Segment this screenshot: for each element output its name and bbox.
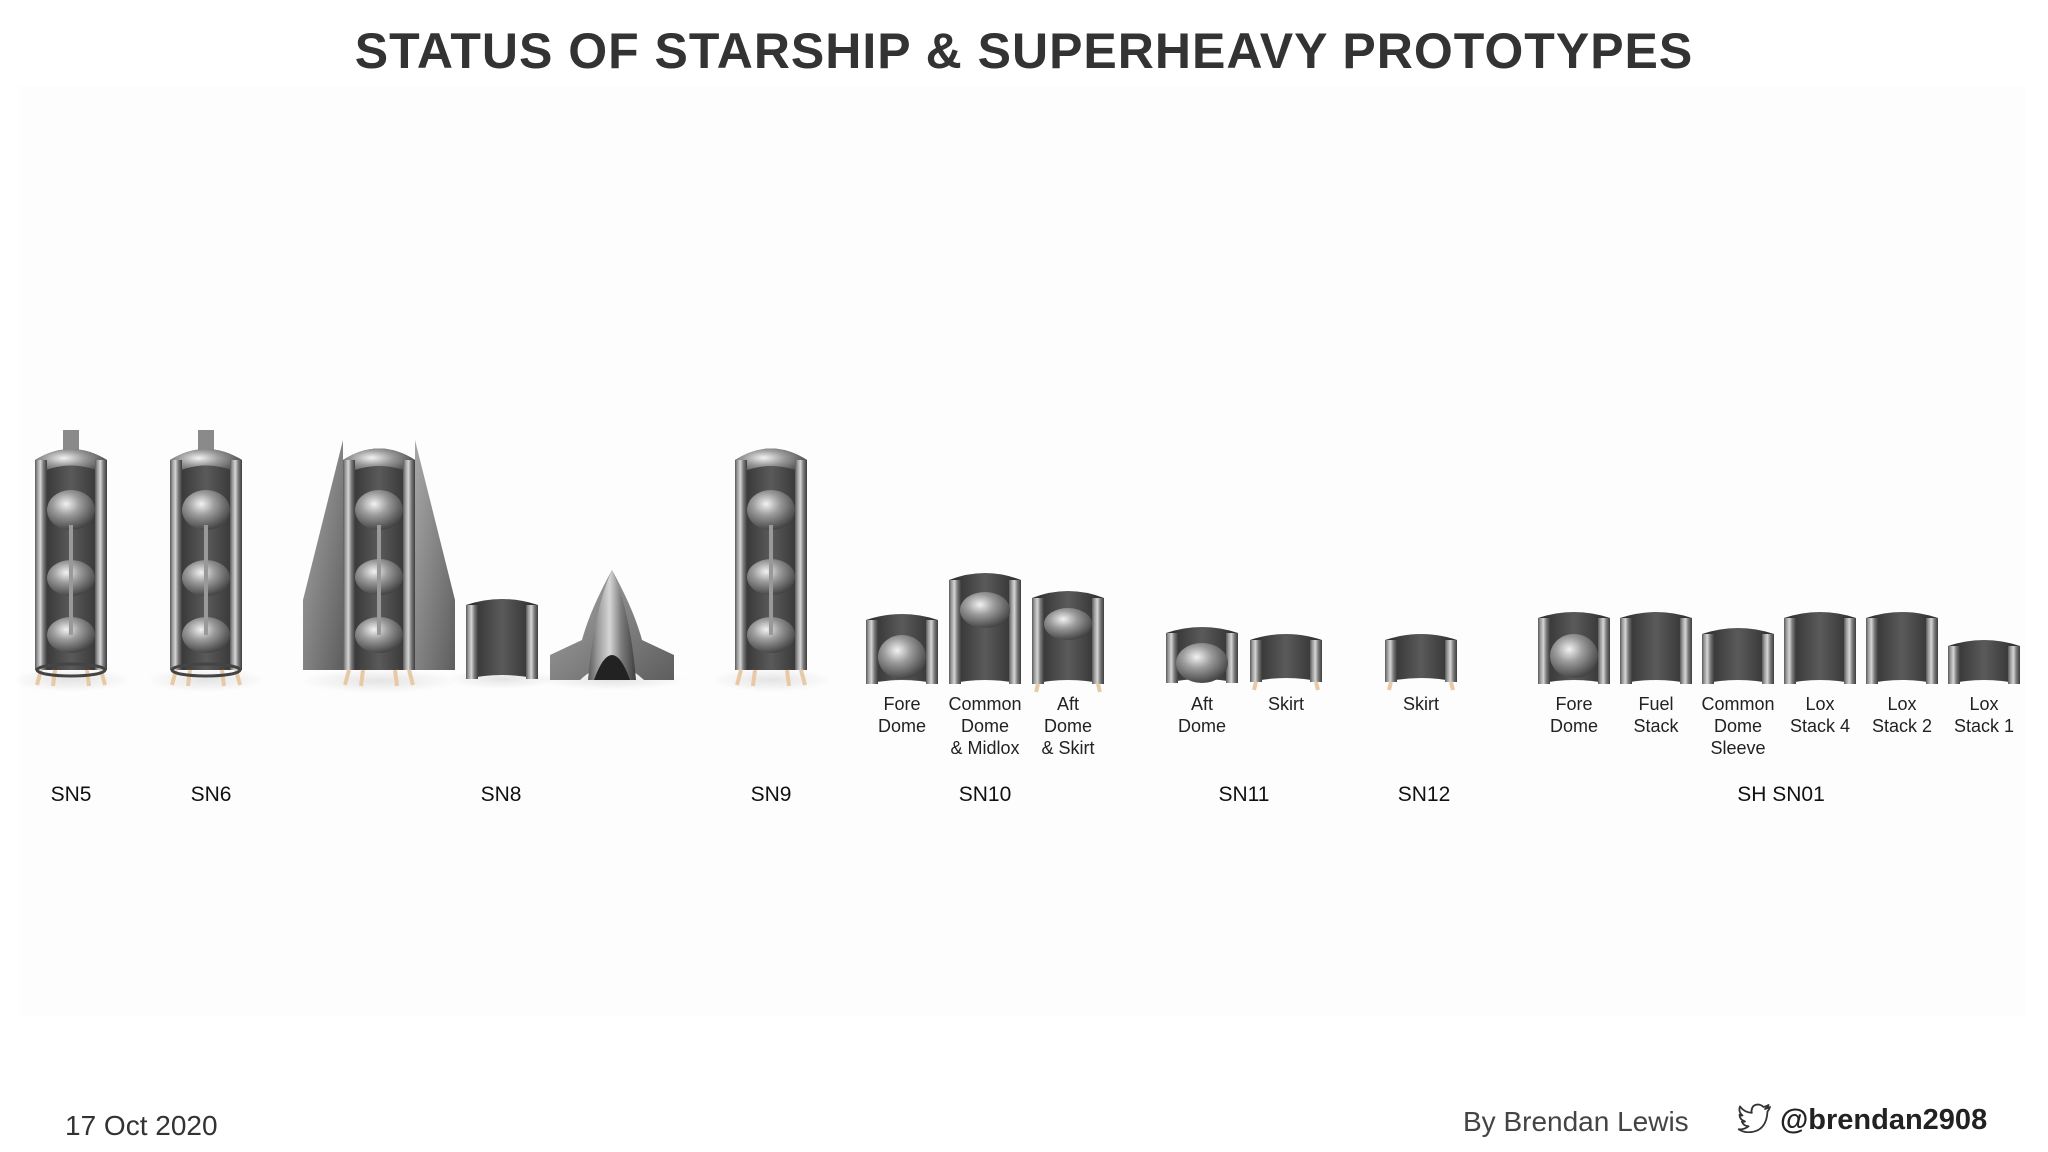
sn6-full-tank: [146, 430, 266, 692]
shsn01-common-dome-sleeve: [1702, 628, 1774, 684]
part-label-sn10-common-dome: Common Dome & Midlox: [948, 694, 1022, 758]
group-label-sn5: SN5: [50, 783, 92, 806]
group-label-sn11: SN11: [1218, 783, 1270, 806]
page-title: STATUS OF STARSHIP & SUPERHEAVY PROTOTYP…: [354, 23, 1694, 79]
shsn01-lox-stack-4: [1784, 612, 1856, 684]
sn8-full-tank-fins: [299, 440, 459, 693]
part-label-sn11-skirt: Skirt: [1268, 694, 1304, 714]
sn8-nosecone: [537, 570, 687, 690]
shsn01-lox-stack-1: [1948, 640, 2020, 684]
date-label: 17 Oct 2020: [65, 1110, 218, 1141]
part-label-sn11-aft-dome: Aft Dome: [1177, 694, 1227, 736]
sn5-full-tank: [11, 430, 131, 692]
sn11-aft-dome: [1166, 627, 1238, 683]
sn10-fore-dome: [866, 614, 938, 684]
twitter-attribution: @brendan2908: [1737, 1103, 1988, 1138]
sn10-common-dome-midlox: [949, 573, 1021, 684]
group-label-sn6: SN6: [190, 783, 232, 806]
sn8-ring: [447, 599, 557, 689]
shsn01-lox-stack-2: [1866, 612, 1938, 684]
part-label-shsn01-fore-dome: Fore Dome: [1549, 694, 1599, 736]
part-label-shsn01-lox-stack-1: Lox Stack 1: [1953, 694, 2015, 736]
part-label-sn12-skirt: Skirt: [1403, 694, 1439, 714]
sn9-full-tank: [711, 448, 831, 692]
part-label-sn10-fore-dome: Fore Dome: [877, 694, 927, 736]
part-label-shsn01-lox-stack-2: Lox Stack 2: [1871, 694, 1933, 736]
group-label-sn12: SN12: [1397, 783, 1451, 806]
twitter-handle[interactable]: @brendan2908: [1780, 1104, 1988, 1136]
part-label-shsn01-common-dome-sleeve: Common Dome Sleeve: [1701, 694, 1775, 758]
shsn01-fore-dome: [1538, 612, 1610, 684]
twitter-bird-icon: [1737, 1103, 1772, 1138]
group-label-sn8: SN8: [480, 783, 522, 806]
sn12-skirt: [1385, 634, 1457, 691]
author-credit: By Brendan Lewis: [1463, 1106, 1689, 1137]
sn11-skirt: [1250, 634, 1322, 691]
part-label-shsn01-lox-stack-4: Lox Stack 4: [1789, 694, 1851, 736]
part-label-sn10-aft-dome: Aft Dome & Skirt: [1041, 694, 1095, 758]
group-label-sh-sn01: SH SN01: [1737, 783, 1825, 806]
sn10-aft-dome-skirt: [1032, 591, 1104, 693]
shsn01-fuel-stack: [1620, 612, 1692, 684]
group-label-sn9: SN9: [750, 783, 792, 806]
part-label-shsn01-fuel-stack: Fuel Stack: [1633, 694, 1679, 736]
group-label-sn10: SN10: [958, 783, 1012, 806]
